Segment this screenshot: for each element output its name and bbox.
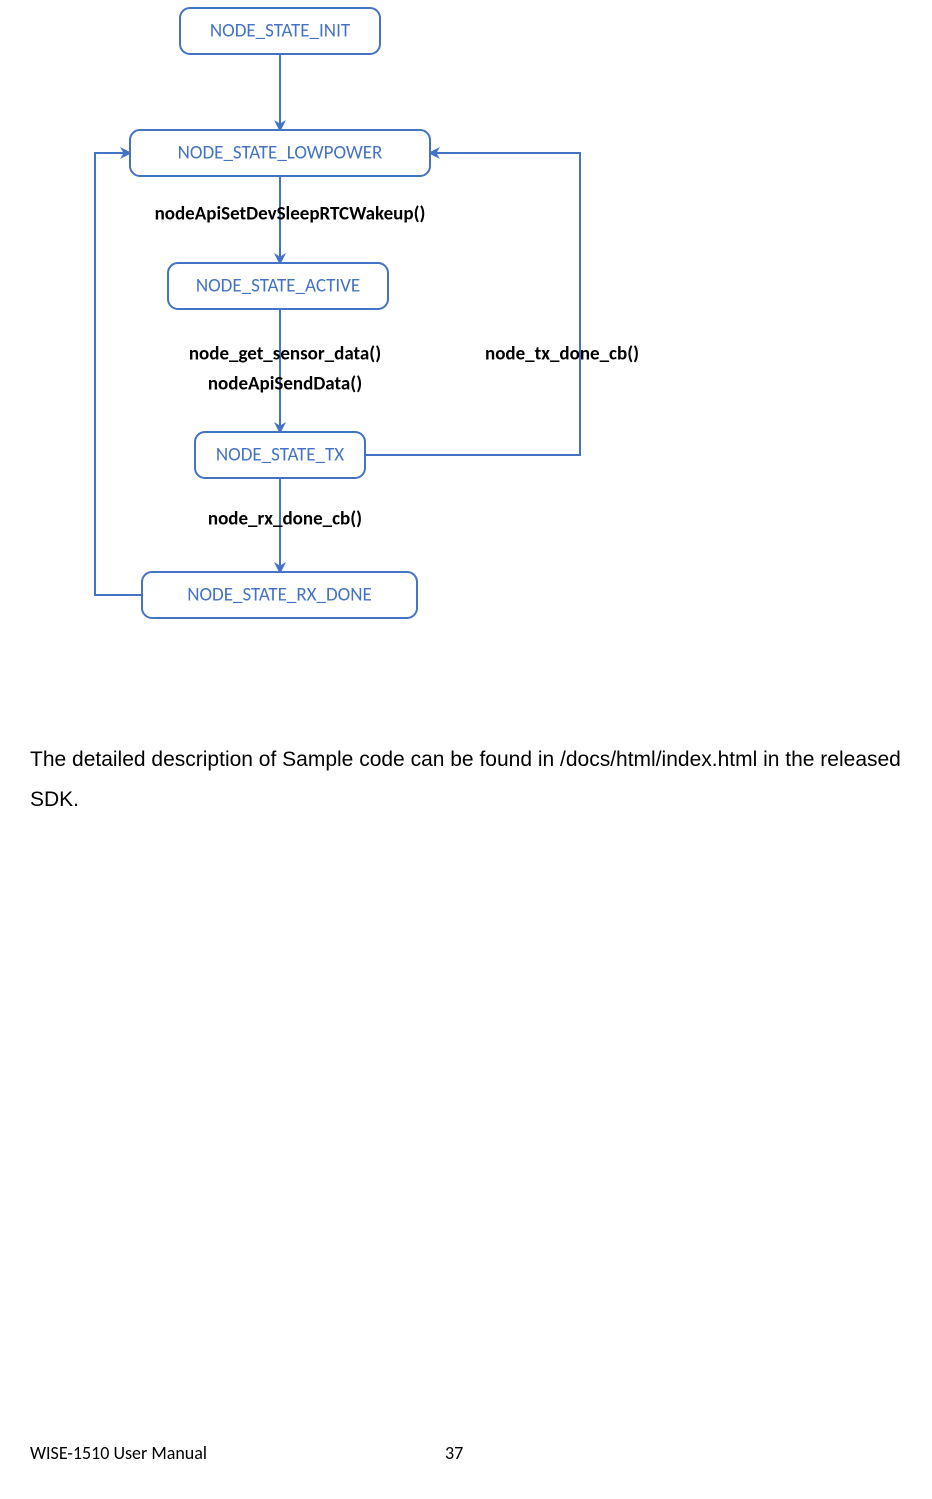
svg-text:NODE_STATE_LOWPOWER: NODE_STATE_LOWPOWER bbox=[178, 142, 383, 165]
flow-node-init: NODE_STATE_INIT bbox=[180, 8, 380, 54]
flow-edge-label: node_rx_done_cb() bbox=[208, 508, 362, 531]
flow-node-active: NODE_STATE_ACTIVE bbox=[168, 263, 388, 309]
flow-edge-label: node_get_sensor_data() bbox=[189, 343, 381, 366]
page: NODE_STATE_INIT NODE_STATE_LOWPOWER NODE_S… bbox=[0, 0, 932, 1499]
svg-text:NODE_STATE_RX_DONE: NODE_STATE_RX_DONE bbox=[187, 584, 372, 607]
state-flowchart: NODE_STATE_INIT NODE_STATE_LOWPOWER NODE_S… bbox=[0, 0, 932, 720]
footer-page-number: 37 bbox=[445, 1442, 463, 1464]
body-paragraph: The detailed description of Sample code … bbox=[30, 740, 902, 820]
footer-doc-title: WISE-1510 User Manual bbox=[30, 1442, 207, 1464]
svg-text:NODE_STATE_INIT: NODE_STATE_INIT bbox=[210, 20, 351, 43]
flow-node-lowpower: NODE_STATE_LOWPOWER bbox=[130, 130, 430, 176]
flow-node-tx: NODE_STATE_TX bbox=[195, 432, 365, 478]
flow-edge-label: node_tx_done_cb() bbox=[485, 343, 639, 366]
svg-text:NODE_STATE_TX: NODE_STATE_TX bbox=[216, 444, 344, 467]
flow-node-rxdone: NODE_STATE_RX_DONE bbox=[142, 572, 417, 618]
svg-text:NODE_STATE_ACTIVE: NODE_STATE_ACTIVE bbox=[196, 275, 360, 298]
flow-edge bbox=[95, 153, 142, 595]
flow-edge-label: nodeApiSendData() bbox=[208, 373, 362, 396]
flow-edge-label: nodeApiSetDevSleepRTCWakeup() bbox=[155, 203, 426, 226]
flow-edge bbox=[365, 153, 580, 455]
